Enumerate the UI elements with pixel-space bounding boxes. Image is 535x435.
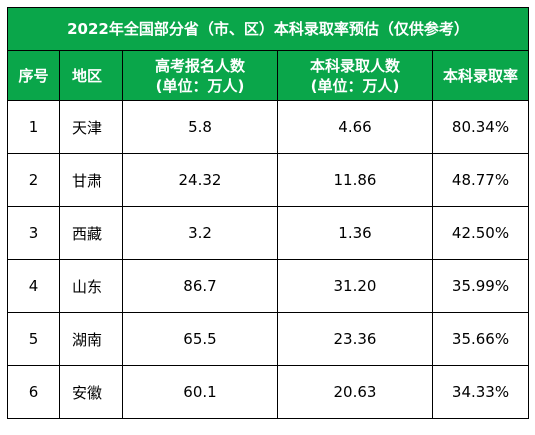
header-rate: 本科录取率 [431,50,530,101]
row-applicants: 60.1 [122,365,278,419]
header-region: 地区 [59,50,123,101]
row-region: 安徽 [59,365,123,419]
row-enrolled: 11.86 [277,153,433,207]
row-rate: 48.77% [431,153,530,207]
row-region: 天津 [59,100,123,154]
row-index: 3 [7,206,60,260]
row-index: 4 [7,259,60,313]
row-applicants: 5.8 [122,100,278,154]
row-applicants: 65.5 [122,312,278,366]
row-rate: 80.34% [431,100,530,154]
table-row: 4 山东 86.7 31.20 35.99% [7,259,530,313]
row-region: 西藏 [59,206,123,260]
row-rate: 42.50% [431,206,530,260]
row-index: 5 [7,312,60,366]
header-applicants-unit: (单位：万人) [155,76,245,95]
row-region: 山东 [59,259,123,313]
header-enrolled-label: 本科录取人数 [309,56,400,75]
header-enrolled-unit: (单位：万人) [310,76,400,95]
admission-rate-table: 2022年全国部分省（市、区）本科录取率预估（仅供参考） 序号 地区 高考报名人… [6,7,530,419]
row-rate: 34.33% [431,365,530,419]
row-index: 6 [7,365,60,419]
title-row: 2022年全国部分省（市、区）本科录取率预估（仅供参考） [6,7,530,51]
table-title: 2022年全国部分省（市、区）本科录取率预估（仅供参考） [6,7,530,51]
row-applicants: 24.32 [122,153,278,207]
table-row: 5 湖南 65.5 23.36 35.66% [7,312,530,366]
row-enrolled: 31.20 [277,259,433,313]
header-applicants-label: 高考报名人数 [154,56,245,75]
header-applicants: 高考报名人数 (单位：万人) [122,50,278,101]
table-row: 3 西藏 3.2 1.36 42.50% [7,206,530,260]
row-index: 2 [7,153,60,207]
row-applicants: 86.7 [122,259,278,313]
row-enrolled: 1.36 [277,206,433,260]
row-index: 1 [7,100,60,154]
header-row: 序号 地区 高考报名人数 (单位：万人) 本科录取人数 (单位：万人) 本科录取… [7,50,530,101]
table-row: 1 天津 5.8 4.66 80.34% [7,100,530,154]
header-index: 序号 [7,50,60,101]
table-row: 6 安徽 60.1 20.63 34.33% [7,365,530,419]
header-enrolled: 本科录取人数 (单位：万人) [277,50,433,101]
row-rate: 35.99% [431,259,530,313]
row-enrolled: 23.36 [277,312,433,366]
table-row: 2 甘肃 24.32 11.86 48.77% [7,153,530,207]
row-enrolled: 4.66 [277,100,433,154]
row-region: 湖南 [59,312,123,366]
row-rate: 35.66% [431,312,530,366]
row-applicants: 3.2 [122,206,278,260]
row-region: 甘肃 [59,153,123,207]
row-enrolled: 20.63 [277,365,433,419]
